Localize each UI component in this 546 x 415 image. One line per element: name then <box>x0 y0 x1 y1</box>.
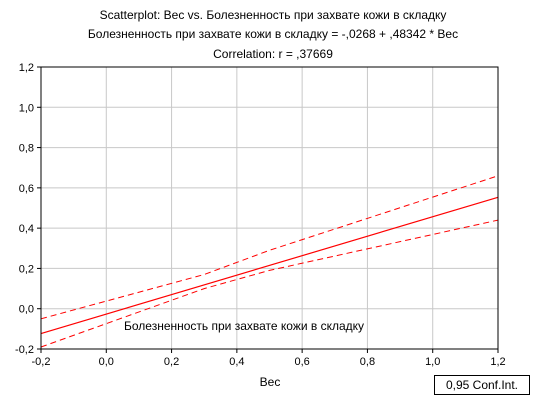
axis-ticks: -0,2 0,0 0,2 0,4 0,6 0,8 1,0 1,2 -0,2 0,0 0,2 0,4 0,… <box>15 62 506 368</box>
y-tick-label: 0,6 <box>19 183 34 195</box>
y-tick-label: 0,2 <box>19 263 34 275</box>
x-tick-label: -0,2 <box>32 356 51 368</box>
y-tick-label: 0,8 <box>19 143 34 155</box>
x-tick-label: 1,2 <box>490 356 505 368</box>
grid <box>41 67 498 349</box>
y-tick-label: 0,0 <box>19 304 34 316</box>
regression-fit <box>40 196 499 335</box>
confidence-band <box>40 175 499 348</box>
upper-conf-line <box>40 175 499 320</box>
y-tick-label: 0,4 <box>19 223 34 235</box>
chart-title: Scatterplot: Вес vs. Болезненность при з… <box>99 8 447 22</box>
plot-frame <box>40 66 499 350</box>
x-tick-label: 0,2 <box>164 356 179 368</box>
regression-line <box>40 196 499 335</box>
y-tick-label: -0,2 <box>15 344 34 356</box>
y-tick-label: 1,2 <box>19 62 34 74</box>
x-tick-label: 0,0 <box>99 356 114 368</box>
legend-conf-int: 0,95 Conf.Int. <box>434 375 530 395</box>
x-tick-label: 0,4 <box>229 356 244 368</box>
correlation-label: Correlation: r = ,37669 <box>213 47 333 61</box>
x-tick-label: 1,0 <box>425 356 440 368</box>
y-tick-label: 1,0 <box>19 102 34 114</box>
x-tick-label: 0,8 <box>360 356 375 368</box>
x-axis-label: Вес <box>260 375 281 389</box>
curve-annotation: Болезненность при захвате кожи в складку <box>124 319 364 333</box>
x-tick-label: 0,6 <box>294 356 309 368</box>
regression-equation: Болезненность при захвате кожи в складку… <box>87 27 459 41</box>
